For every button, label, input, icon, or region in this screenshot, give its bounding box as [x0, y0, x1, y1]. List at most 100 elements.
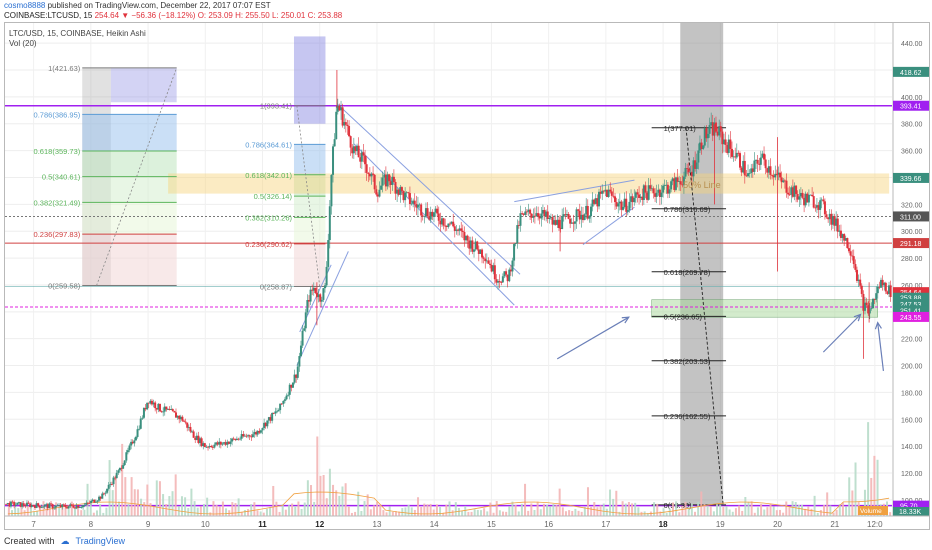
volume-bar	[439, 507, 442, 516]
candle-body	[636, 192, 639, 195]
candle-body	[43, 504, 46, 507]
candle-body	[231, 438, 234, 442]
candle-body	[726, 144, 729, 153]
candle-body	[625, 198, 628, 212]
volume-bar	[867, 422, 870, 516]
candle-body	[445, 225, 448, 228]
volume-bar	[524, 483, 527, 516]
candle-body	[301, 330, 304, 346]
volume-bar	[797, 504, 800, 516]
candle-body	[370, 173, 373, 177]
y-tick-label: 300.00	[901, 229, 923, 236]
candle-body	[328, 206, 331, 241]
candle-body	[114, 477, 117, 479]
volume-bar	[149, 503, 152, 516]
volume-bar	[347, 506, 350, 516]
candle-body	[453, 226, 456, 231]
candle-body	[78, 507, 81, 509]
candle-body	[737, 152, 740, 154]
candle-body	[163, 406, 166, 412]
down-arrow-icon: ▼	[121, 11, 130, 20]
volume-bar	[291, 503, 294, 516]
candle-body	[6, 502, 9, 504]
volume-bar	[26, 506, 29, 516]
candle-body	[62, 504, 65, 506]
volume-bar	[199, 506, 202, 516]
candle-body	[399, 187, 402, 195]
volume-bar	[464, 505, 467, 516]
candle-body	[497, 281, 500, 283]
volume-bar	[231, 502, 234, 516]
candle-body	[867, 305, 870, 314]
publisher-name[interactable]: cosmo8888	[4, 1, 46, 10]
volume-bar	[344, 483, 347, 516]
volume-bar	[627, 501, 630, 516]
volume-bar	[379, 504, 382, 516]
x-tick-label: 9	[146, 520, 151, 529]
candle-body	[314, 287, 317, 293]
x-tick-label: 7	[31, 520, 36, 529]
candle-body	[684, 167, 687, 177]
candle-body	[476, 241, 479, 250]
candle-body	[376, 194, 379, 197]
candle-body	[855, 269, 858, 281]
candle-body	[665, 184, 668, 186]
candle-body	[141, 417, 144, 419]
candle-body	[556, 219, 559, 225]
volume-bar	[709, 506, 712, 516]
candle-body	[155, 408, 158, 410]
candle-body	[618, 201, 621, 204]
price-label-tag	[893, 66, 929, 77]
candle-body	[865, 302, 868, 306]
candle-body	[748, 173, 751, 174]
candle-body	[53, 507, 56, 509]
candle-body	[210, 446, 213, 448]
candle-body	[668, 189, 671, 194]
tradingview-brand[interactable]: TradingView	[75, 536, 126, 546]
volume-bar	[20, 505, 23, 516]
candle-body	[319, 294, 322, 302]
candle-body	[572, 222, 575, 224]
candle-body	[551, 217, 554, 225]
volume-bar	[319, 475, 322, 516]
candle-body	[440, 218, 443, 225]
candle-body	[695, 162, 698, 169]
fib-band	[82, 176, 177, 203]
volume-bar	[605, 508, 608, 516]
candle-body	[682, 176, 685, 186]
candle-body	[64, 505, 67, 508]
candle-body	[205, 446, 208, 448]
candle-body	[456, 229, 459, 231]
trend-line	[582, 206, 635, 246]
candle-body	[535, 213, 538, 217]
x-tick-label: 11	[258, 520, 267, 529]
volume-bar	[73, 507, 76, 516]
candle-body	[86, 502, 89, 504]
candle-body	[40, 506, 43, 508]
trend-line	[514, 179, 635, 203]
candle-body	[639, 196, 642, 198]
candle-body	[766, 168, 769, 173]
candle-body	[405, 192, 408, 194]
candle-body	[559, 227, 562, 229]
candle-body	[17, 502, 20, 504]
fib-level-label: 0.786(364.61)	[245, 140, 292, 149]
volume-bar	[121, 443, 124, 516]
candle-body	[58, 504, 61, 506]
volume-bar	[832, 512, 835, 516]
candle-body	[298, 356, 301, 367]
volume-bar	[372, 505, 375, 516]
volume-bar	[45, 506, 48, 516]
candle-body	[532, 215, 535, 218]
candle-body	[299, 345, 302, 357]
volume-bar	[583, 506, 586, 516]
candle-body	[126, 450, 129, 453]
candle-body	[799, 192, 802, 197]
volume-bar	[124, 477, 127, 516]
candle-body	[578, 210, 581, 220]
candle-body	[772, 175, 775, 178]
last-price: 254.64	[94, 11, 120, 20]
volume-bar	[240, 511, 243, 516]
candle-body	[232, 438, 235, 440]
